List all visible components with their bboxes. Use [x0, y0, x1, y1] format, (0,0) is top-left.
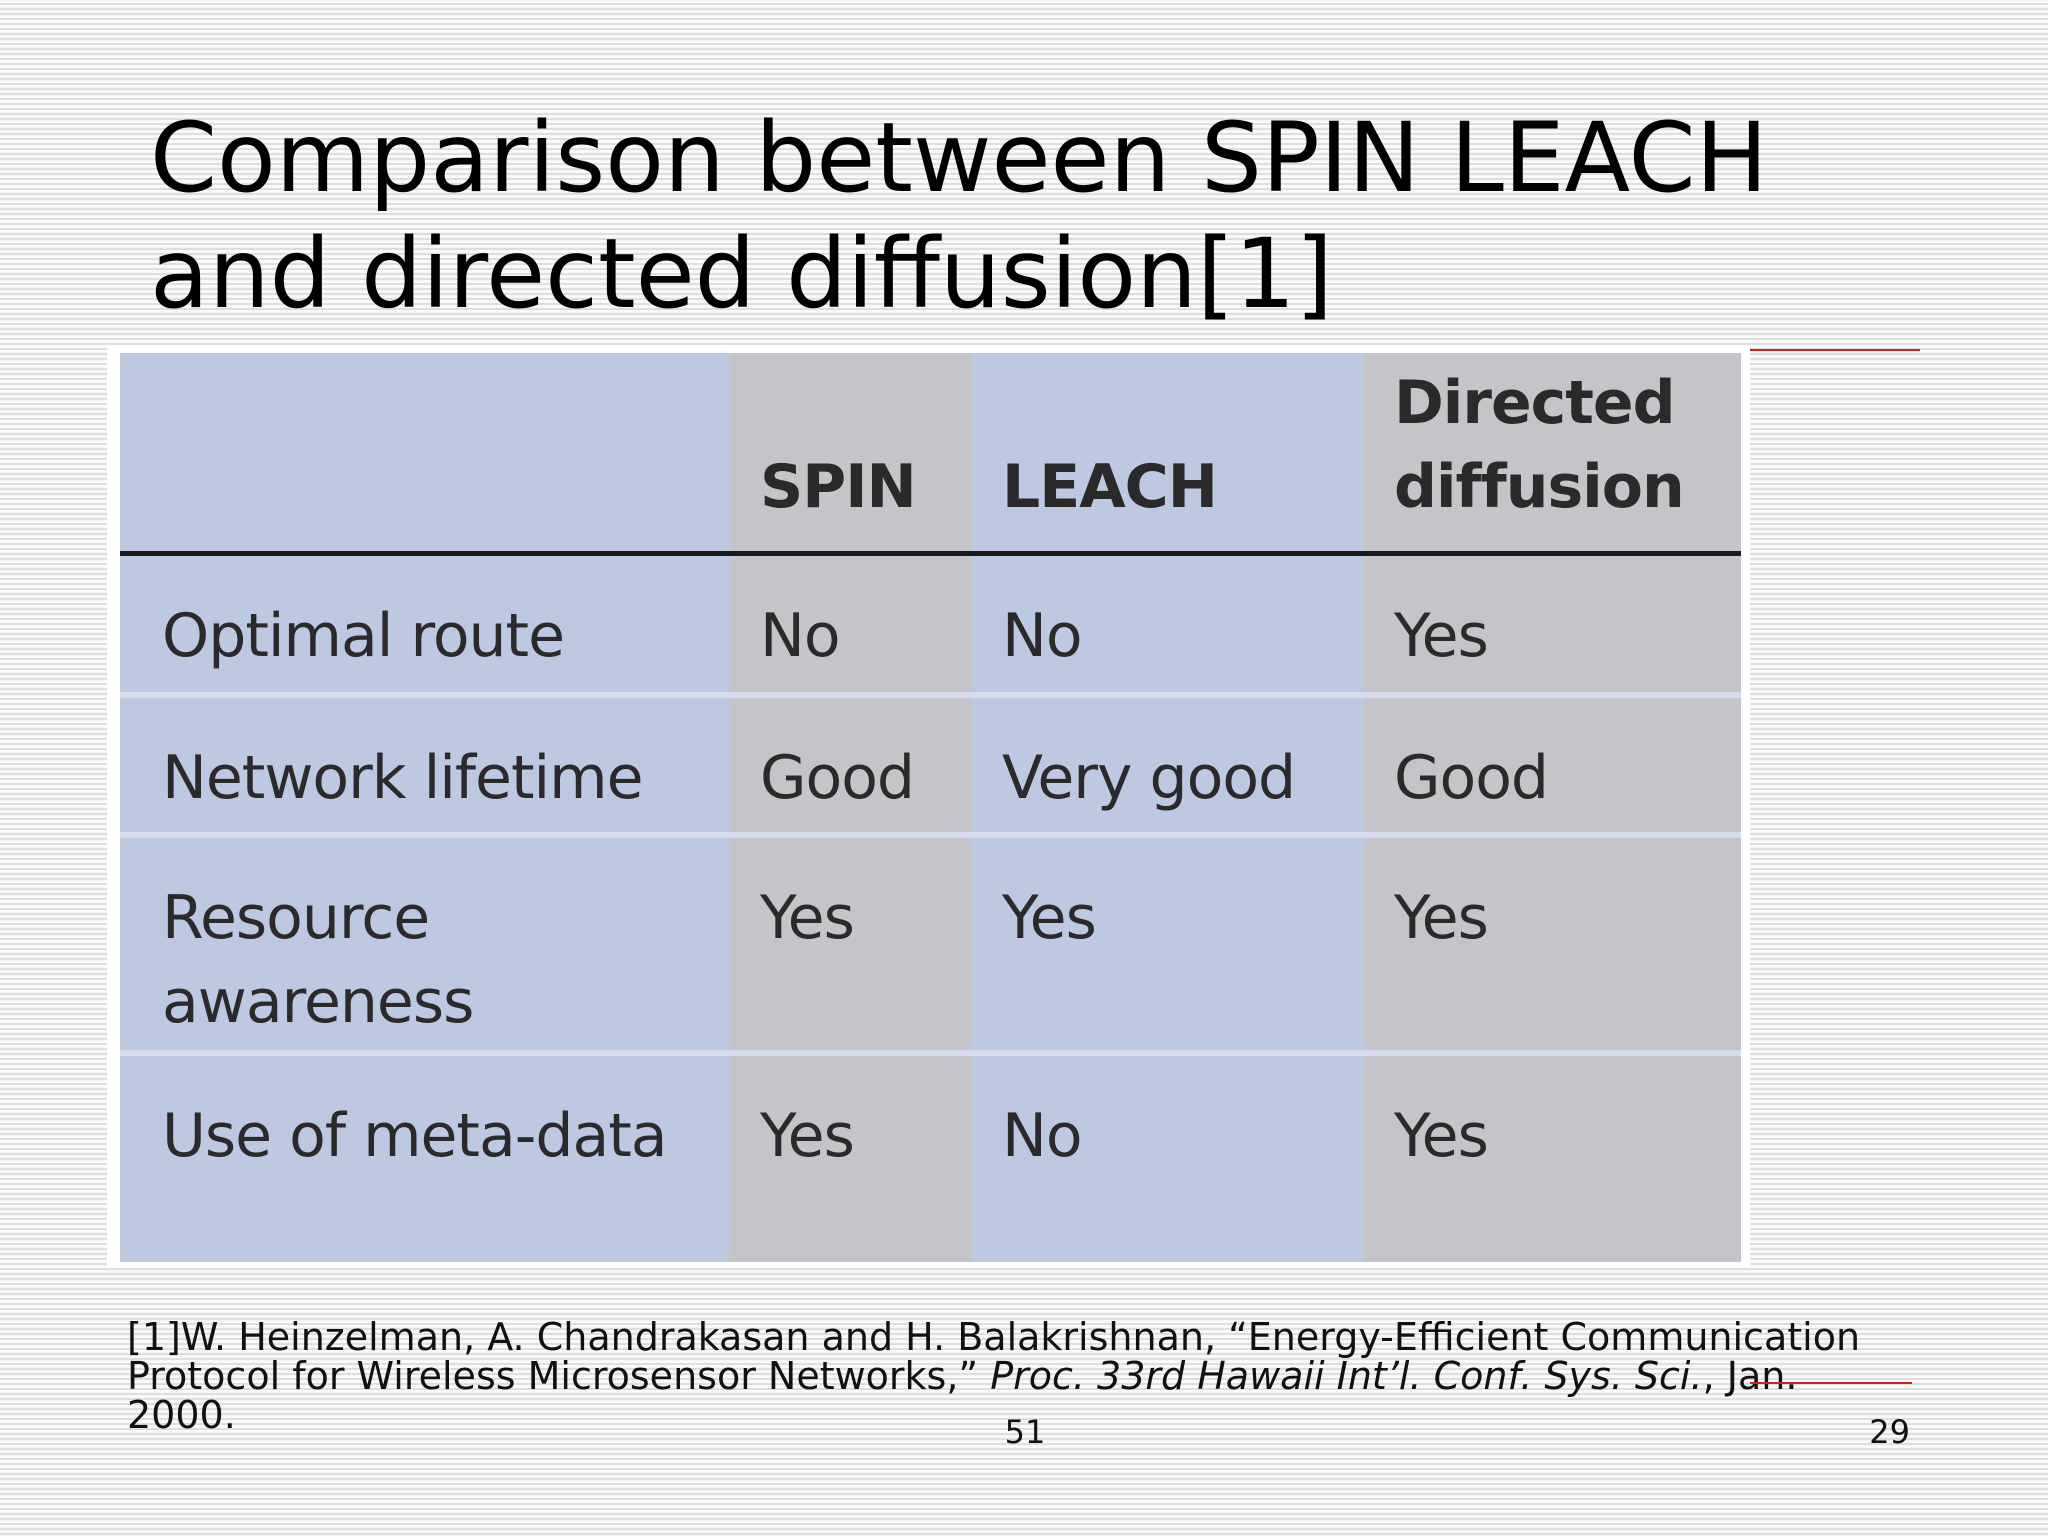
- table-row-use-of-meta-data: Use of meta-data Yes No Yes: [120, 1053, 1741, 1262]
- header-directed-diffusion-line-1: Directed: [1394, 367, 1676, 438]
- cell-leach-network-lifetime: Very good: [972, 695, 1364, 838]
- table-header-row: SPIN LEACH Directed diffusion: [120, 353, 1741, 556]
- cell-leach-use-of-meta-data: No: [972, 1053, 1364, 1262]
- citation-date: , Jan. 2000.: [127, 1354, 1798, 1437]
- row-label-resource-awareness-line-1: Resource: [162, 883, 430, 953]
- cell-leach-optimal-route: No: [972, 553, 1364, 698]
- cell-dd-resource-awareness: Yes: [1364, 835, 1741, 1056]
- citation-reference: [1]W. Heinzelman, A. Chandrakasan and H.…: [127, 1318, 1907, 1435]
- row-label-optimal-route: Optimal route: [120, 553, 730, 698]
- header-directed-diffusion-line-2: diffusion: [1394, 451, 1685, 522]
- row-label-resource-awareness-line-2: awareness: [162, 967, 474, 1037]
- comparison-table: SPIN LEACH Directed diffusion Optimal rou…: [120, 353, 1741, 1262]
- cell-spin-use-of-meta-data: Yes: [730, 1053, 972, 1262]
- slide-title: Comparison between SPIN LEACH and direct…: [150, 100, 1850, 332]
- row-label-network-lifetime: Network lifetime: [120, 695, 730, 838]
- header-directed-diffusion: Directed diffusion: [1364, 353, 1741, 556]
- citation-journal: Proc. 33rd Hawaii Int’l. Conf. Sys. Sci.: [990, 1354, 1703, 1398]
- slide-title-line-2: and directed diffusion[1]: [150, 218, 1333, 330]
- row-label-resource-awareness: Resource awareness: [120, 835, 730, 1056]
- header-empty-cell: [120, 353, 730, 556]
- title-accent-rule: [1750, 349, 1920, 351]
- cell-spin-optimal-route: No: [730, 553, 972, 698]
- cell-spin-network-lifetime: Good: [730, 695, 972, 838]
- slide-number-center: 51: [1004, 1413, 1046, 1451]
- footer-accent-rule: [1750, 1382, 1912, 1384]
- comparison-table-panel: SPIN LEACH Directed diffusion Optimal rou…: [107, 345, 1750, 1268]
- row-label-use-of-meta-data: Use of meta-data: [120, 1053, 730, 1262]
- table-row-network-lifetime: Network lifetime Good Very good Good: [120, 695, 1741, 838]
- cell-dd-optimal-route: Yes: [1364, 553, 1741, 698]
- cell-dd-use-of-meta-data: Yes: [1364, 1053, 1741, 1262]
- table-row-optimal-route: Optimal route No No Yes: [120, 553, 1741, 698]
- cell-spin-resource-awareness: Yes: [730, 835, 972, 1056]
- cell-leach-resource-awareness: Yes: [972, 835, 1364, 1056]
- header-spin: SPIN: [730, 353, 972, 556]
- cell-dd-network-lifetime: Good: [1364, 695, 1741, 838]
- header-leach: LEACH: [972, 353, 1364, 556]
- table-row-resource-awareness: Resource awareness Yes Yes Yes: [120, 835, 1741, 1056]
- slide-title-line-1: Comparison between SPIN LEACH: [150, 102, 1768, 214]
- page-number: 29: [1869, 1413, 1910, 1451]
- citation-text: [1]W. Heinzelman, A. Chandrakasan and H.…: [127, 1315, 1861, 1398]
